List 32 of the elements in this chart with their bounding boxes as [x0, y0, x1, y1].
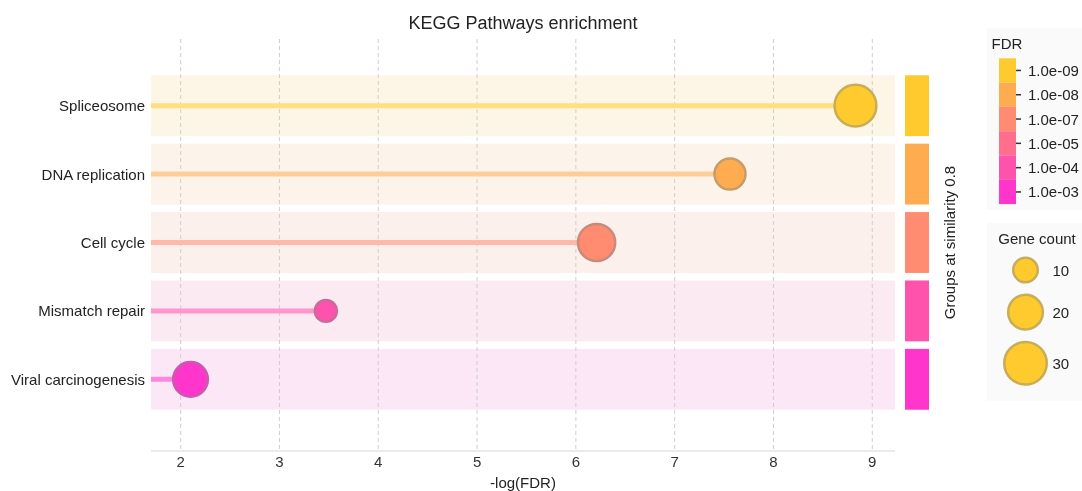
legend-label: 1.0e-05	[1028, 134, 1079, 152]
point	[171, 360, 210, 398]
x-tick-label: 4	[374, 452, 383, 470]
y-tick-label: Mismatch repair	[38, 302, 145, 320]
x-tick-label: 9	[868, 452, 877, 470]
legend-label: 1.0e-04	[1028, 159, 1079, 177]
x-tick-label: 7	[670, 452, 679, 470]
point	[833, 83, 878, 128]
legend-label: 1.0e-09	[1028, 61, 1079, 79]
y-tick-label: Spliceosome	[59, 97, 145, 115]
legend-label: 30	[1052, 354, 1070, 372]
y2-axis-title: Groups at similarity 0.8	[940, 165, 958, 320]
chart-title: KEGG Pathways enrichment	[408, 12, 638, 33]
point	[576, 222, 617, 263]
legend-label: 1.0e-03	[1028, 183, 1079, 201]
legend-label: 20	[1052, 303, 1070, 321]
point	[713, 157, 747, 191]
y-tick-label: Cell cycle	[80, 234, 145, 251]
legend-title: FDR	[991, 34, 1023, 52]
legend-label: 1.0e-07	[1028, 110, 1079, 128]
x-tick-label: 2	[176, 452, 185, 470]
x-tick-label: 5	[472, 452, 482, 470]
y-tick-label: Viral carcinogenesis	[11, 370, 145, 388]
y-tick-label: DNA replication	[41, 165, 145, 183]
point	[313, 298, 339, 324]
legend-label: 10	[1052, 261, 1070, 279]
x-tick-label: 8	[769, 452, 778, 470]
text: Gene count	[998, 229, 1077, 247]
x-tick-label: 6	[571, 452, 581, 470]
legend-label: 1.0e-08	[1028, 86, 1079, 104]
x-axis-title: -log(FDR)	[490, 474, 556, 491]
x-tick-label: 3	[275, 452, 284, 470]
